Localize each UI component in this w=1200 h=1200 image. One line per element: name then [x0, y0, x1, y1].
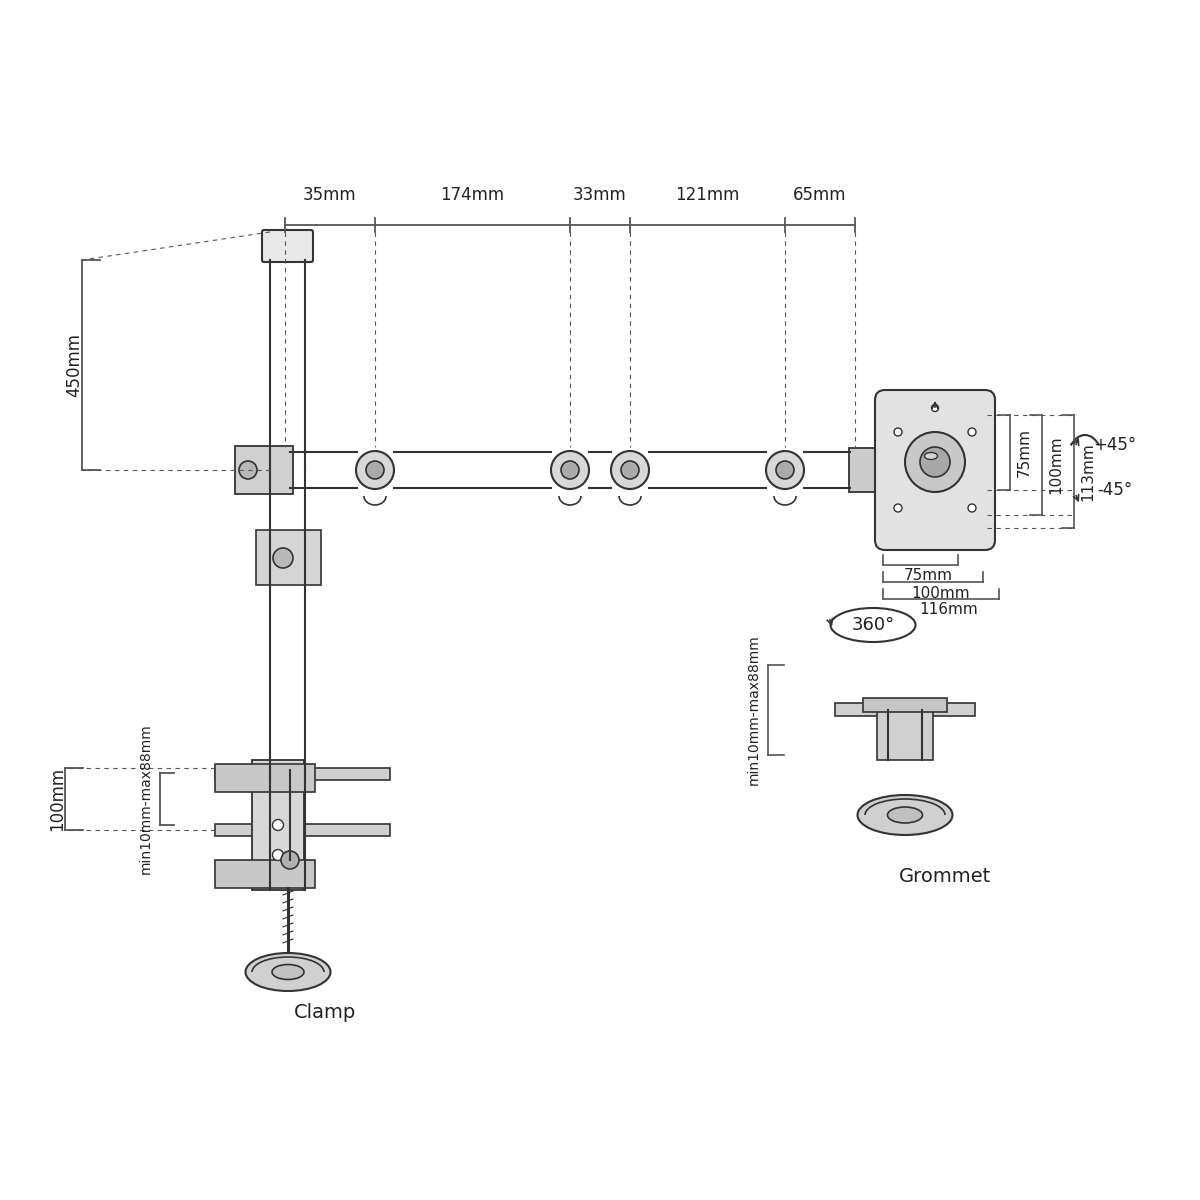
Text: 100mm: 100mm — [912, 586, 971, 600]
Ellipse shape — [246, 953, 330, 991]
Bar — [215, 764, 314, 792]
Text: 121mm: 121mm — [676, 186, 739, 204]
Text: Grommet: Grommet — [899, 868, 991, 887]
FancyBboxPatch shape — [262, 230, 313, 262]
Ellipse shape — [830, 608, 916, 642]
Bar — [256, 530, 322, 584]
Text: Clamp: Clamp — [294, 1002, 356, 1021]
Circle shape — [968, 504, 976, 512]
Circle shape — [905, 432, 965, 492]
Circle shape — [274, 548, 293, 568]
Text: 116mm: 116mm — [919, 602, 978, 618]
Bar — [863, 698, 947, 712]
Circle shape — [551, 451, 589, 490]
Text: 100mm: 100mm — [1049, 436, 1063, 494]
Text: 33mm: 33mm — [574, 186, 626, 204]
Ellipse shape — [272, 965, 304, 979]
Circle shape — [931, 404, 938, 412]
Text: 360°: 360° — [851, 616, 895, 634]
Ellipse shape — [858, 794, 953, 835]
Text: 450mm: 450mm — [65, 332, 83, 397]
Text: 35mm: 35mm — [304, 186, 356, 204]
Circle shape — [622, 461, 640, 479]
Bar — [235, 446, 293, 494]
Text: 174mm: 174mm — [440, 186, 504, 204]
Bar — [877, 704, 934, 760]
Circle shape — [562, 461, 580, 479]
Bar — [252, 760, 304, 890]
Bar — [850, 448, 877, 492]
Bar — [835, 703, 974, 716]
Text: min10mm-max88mm: min10mm-max88mm — [746, 635, 761, 785]
Ellipse shape — [888, 806, 923, 823]
Text: 75mm: 75mm — [904, 569, 953, 583]
Text: 65mm: 65mm — [793, 186, 847, 204]
Circle shape — [239, 461, 257, 479]
Bar — [215, 824, 390, 836]
Bar — [215, 768, 390, 780]
Circle shape — [611, 451, 649, 490]
Text: 100mm: 100mm — [48, 767, 66, 832]
Text: 113mm: 113mm — [1080, 442, 1096, 500]
Circle shape — [272, 850, 283, 860]
FancyBboxPatch shape — [875, 390, 995, 550]
Circle shape — [968, 428, 976, 436]
Circle shape — [776, 461, 794, 479]
Text: 75mm: 75mm — [1016, 428, 1032, 476]
Ellipse shape — [924, 452, 937, 460]
Circle shape — [766, 451, 804, 490]
Circle shape — [356, 451, 394, 490]
Text: -45°: -45° — [1097, 481, 1133, 499]
Text: +45°: +45° — [1093, 436, 1136, 454]
Bar — [215, 860, 314, 888]
Circle shape — [894, 504, 902, 512]
Circle shape — [366, 461, 384, 479]
Circle shape — [894, 428, 902, 436]
Circle shape — [920, 446, 950, 476]
Text: min10mm-max88mm: min10mm-max88mm — [139, 724, 154, 875]
Circle shape — [281, 851, 299, 869]
Circle shape — [272, 820, 283, 830]
